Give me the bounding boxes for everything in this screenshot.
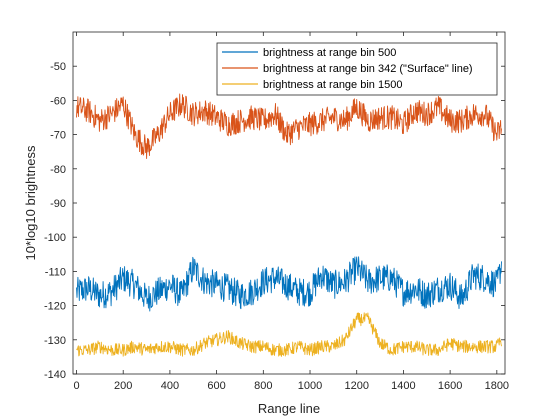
tick-marks	[73, 32, 505, 375]
x-tick-label: 200	[114, 380, 132, 392]
x-tick-label: 1200	[344, 380, 368, 392]
y-tick-label: -50	[50, 61, 66, 73]
legend-label: brightness at range bin 1500	[263, 79, 402, 91]
x-tick-label: 800	[254, 380, 272, 392]
y-tick-label: -140	[44, 369, 66, 381]
series-line	[76, 312, 502, 357]
x-tick-label: 400	[161, 380, 179, 392]
y-tick-label: -90	[50, 198, 66, 210]
plot-frame	[72, 31, 506, 375]
x-tick-labels: 0 200 400 600 800 1000 1200 1400 1600 1800	[73, 380, 509, 392]
y-tick-label: -110	[45, 266, 66, 278]
legend: brightness at range bin 500 brightness at…	[216, 42, 498, 96]
x-tick-label: 1600	[438, 380, 462, 392]
x-tick-label: 600	[207, 380, 225, 392]
legend-label: brightness at range bin 342 ("Surface" l…	[263, 63, 473, 75]
x-tick-label: 0	[73, 380, 79, 392]
series-line	[76, 256, 502, 312]
y-tick-label: -60	[50, 95, 66, 107]
y-tick-label: -70	[50, 130, 66, 142]
x-axis-label: Range line	[258, 401, 320, 416]
y-tick-label: -80	[50, 164, 66, 176]
y-tick-label: -100	[44, 232, 66, 244]
series-line	[76, 93, 502, 159]
legend-label: brightness at range bin 500	[263, 47, 396, 59]
y-axis-label: 10*log10 brightness	[23, 145, 38, 260]
y-tick-labels: -140 -130 -120 -110 -100 -90 -80 -70 -60 -50	[44, 61, 66, 381]
y-tick-label: -130	[44, 335, 66, 347]
legend-box	[216, 42, 498, 96]
x-tick-label: 1400	[391, 380, 415, 392]
x-tick-label: 1800	[485, 380, 509, 392]
legend-entries: brightness at range bin 500 brightness at…	[222, 47, 473, 91]
series-lines	[76, 93, 502, 357]
y-tick-label: -120	[44, 301, 66, 313]
x-tick-label: 1000	[298, 380, 322, 392]
